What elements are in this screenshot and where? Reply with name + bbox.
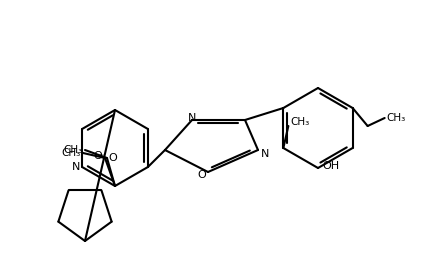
Text: CH₃: CH₃ <box>387 113 406 123</box>
Text: methoxy: methoxy <box>100 154 106 155</box>
Text: O: O <box>93 151 102 161</box>
Text: O: O <box>197 170 206 180</box>
Text: O: O <box>108 153 117 163</box>
Text: CH₃: CH₃ <box>64 145 83 155</box>
Text: CH₃: CH₃ <box>62 148 81 158</box>
Text: N: N <box>188 113 196 123</box>
Text: N: N <box>261 149 269 159</box>
Text: CH₃: CH₃ <box>290 117 310 127</box>
Text: N: N <box>72 162 80 172</box>
Text: OH: OH <box>322 161 339 171</box>
